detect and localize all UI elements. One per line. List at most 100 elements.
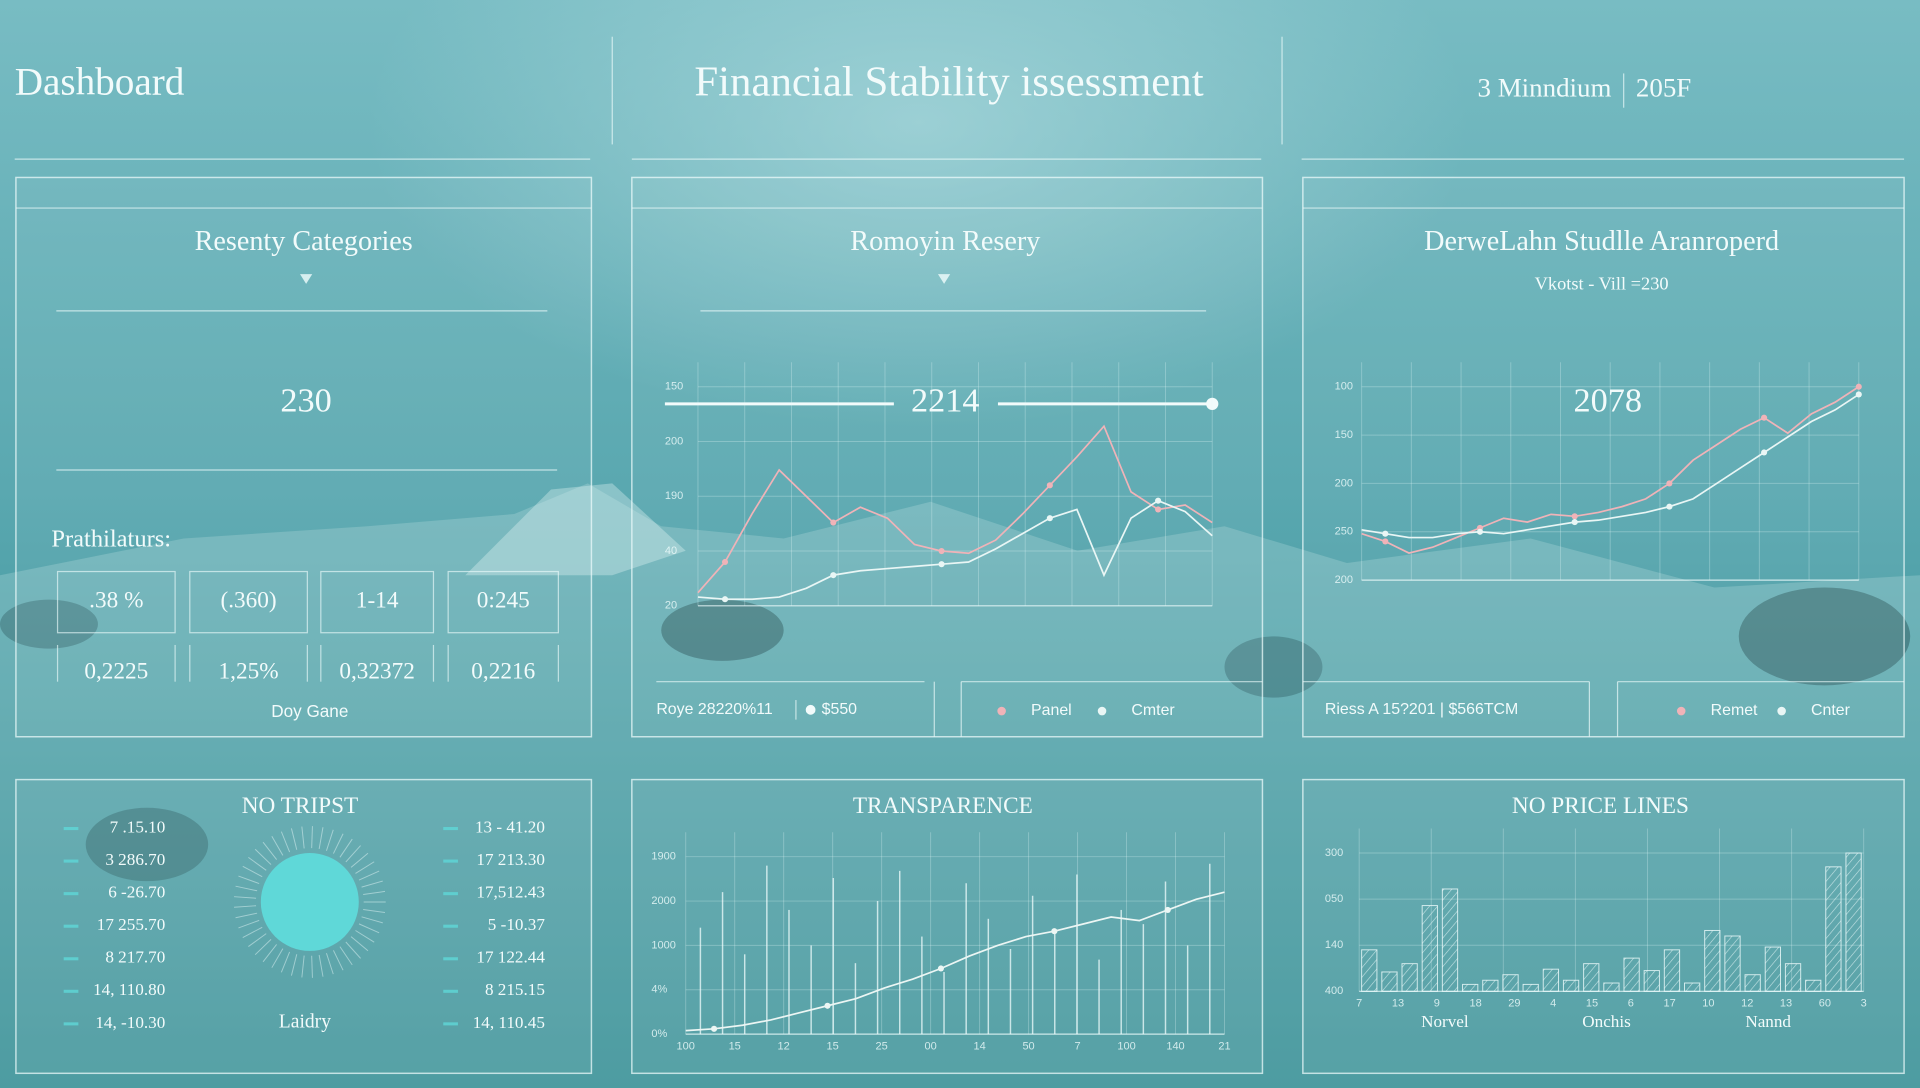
panel	[631, 778, 1264, 1075]
lists: 7 .15.10 3 286.70 6 -26.70 17 255.70 8 217.7…	[63, 817, 545, 1032]
dropdown-arrow[interactable]	[937, 274, 951, 284]
legend-label: Panel	[1031, 702, 1072, 719]
cell-box	[189, 570, 308, 634]
bar	[1462, 983, 1479, 992]
bar	[1825, 866, 1842, 992]
x-tick-label: 4	[1550, 997, 1556, 1009]
rock	[0, 599, 98, 649]
x-tick-label: 15	[827, 1040, 839, 1052]
bar	[1361, 949, 1378, 992]
ray	[332, 833, 344, 854]
ray	[290, 954, 298, 976]
status-value: 205F	[1636, 73, 1691, 103]
bar	[1522, 983, 1539, 992]
ray	[325, 953, 334, 975]
ray	[325, 829, 334, 851]
x-tick-label: 140	[1166, 1040, 1184, 1052]
legend-label: Cnter	[1811, 702, 1851, 719]
bar	[1623, 957, 1640, 992]
legend-label: Cmter	[1131, 702, 1175, 719]
point	[824, 1002, 831, 1009]
ray	[234, 905, 257, 908]
list-value: 14, 110.80	[93, 980, 165, 999]
x-tick-label: 3	[1861, 997, 1867, 1009]
point	[721, 596, 729, 603]
panel-title: Romoyin Resery	[850, 226, 1040, 257]
bar	[1583, 963, 1600, 992]
ray	[254, 939, 272, 956]
highlight-dot	[1206, 397, 1219, 410]
x-tick-label: 17	[1664, 997, 1676, 1009]
legend-dot	[997, 706, 1006, 716]
point	[1855, 391, 1862, 398]
list-value: 6 -26.70	[108, 883, 165, 902]
dropdown-arrow[interactable]	[300, 274, 313, 284]
ray	[271, 836, 284, 856]
ray	[248, 933, 267, 947]
y-tick-label: 050	[1325, 893, 1343, 905]
ray	[271, 948, 284, 968]
y-tick-label: 20	[665, 600, 677, 612]
bar	[1542, 968, 1560, 992]
x-tick-label: 21	[1218, 1040, 1230, 1052]
y-tick-label: 1900	[651, 851, 675, 863]
panel	[1302, 176, 1905, 738]
page-subtitle: Financial Stability issessment	[694, 59, 1203, 106]
ray	[262, 841, 278, 860]
y-tick-label: 150	[1335, 429, 1353, 441]
ray	[234, 896, 257, 899]
point	[1155, 497, 1162, 504]
x-tick-label: 14	[973, 1040, 985, 1052]
list-value: 8 217.70	[105, 948, 165, 967]
point	[1046, 482, 1053, 489]
rock	[1738, 587, 1911, 686]
glow	[367, 0, 1470, 612]
panel	[15, 176, 593, 738]
y-tick-label: 250	[1335, 526, 1353, 538]
group-label: Norvel	[1421, 1012, 1469, 1031]
series-line	[1361, 393, 1860, 539]
sun-rays	[234, 826, 386, 978]
list-value: 14, -10.30	[95, 1013, 165, 1032]
series-line	[685, 891, 1225, 1032]
ray	[248, 856, 267, 871]
ray	[242, 865, 263, 878]
ray	[318, 954, 324, 977]
footer-stat: Riess A 15?201 | $566TCM	[1325, 701, 1518, 718]
list-value: 17 122.44	[476, 948, 545, 967]
circle-label: Laidry	[279, 1012, 331, 1033]
bar	[1441, 888, 1459, 992]
point	[1155, 506, 1162, 513]
bar	[1643, 970, 1660, 992]
section-label: Prathilaturs:	[51, 526, 171, 553]
y-tick-label: 200	[1335, 477, 1353, 489]
point	[1164, 906, 1171, 913]
legend-dot	[1777, 706, 1786, 716]
list-value: 7 .15.10	[110, 817, 166, 836]
kpi-value: 230	[280, 382, 331, 420]
y-tick-label: 4%	[651, 984, 667, 996]
rock	[661, 599, 784, 661]
x-tick-label: 100	[1117, 1040, 1135, 1052]
ray	[363, 890, 386, 895]
cell-box	[320, 570, 435, 634]
ray	[358, 870, 380, 881]
legend-label: Remet	[1711, 702, 1758, 719]
ray	[345, 845, 361, 863]
ray	[339, 838, 353, 858]
point	[1051, 928, 1058, 935]
x-tick-label: 7	[1356, 997, 1362, 1009]
ray	[332, 950, 344, 971]
cell-value: .38 %	[89, 587, 143, 613]
series-line	[697, 499, 1213, 601]
cells: .38 % (.360) 1-14 0:245 0,2225 1,25% 0,32372 0,…	[56, 570, 559, 684]
y-tick-label: 40	[665, 545, 677, 557]
panel-title: Resenty Categories	[195, 226, 413, 257]
ray	[339, 946, 353, 966]
bar	[1421, 905, 1438, 992]
y-tick-label: 100	[1335, 381, 1353, 393]
cell-value: 0,2225	[84, 658, 148, 684]
group-label: Nannd	[1745, 1012, 1791, 1031]
panel-title: NO TRIPST	[242, 793, 359, 819]
point	[1571, 519, 1578, 526]
